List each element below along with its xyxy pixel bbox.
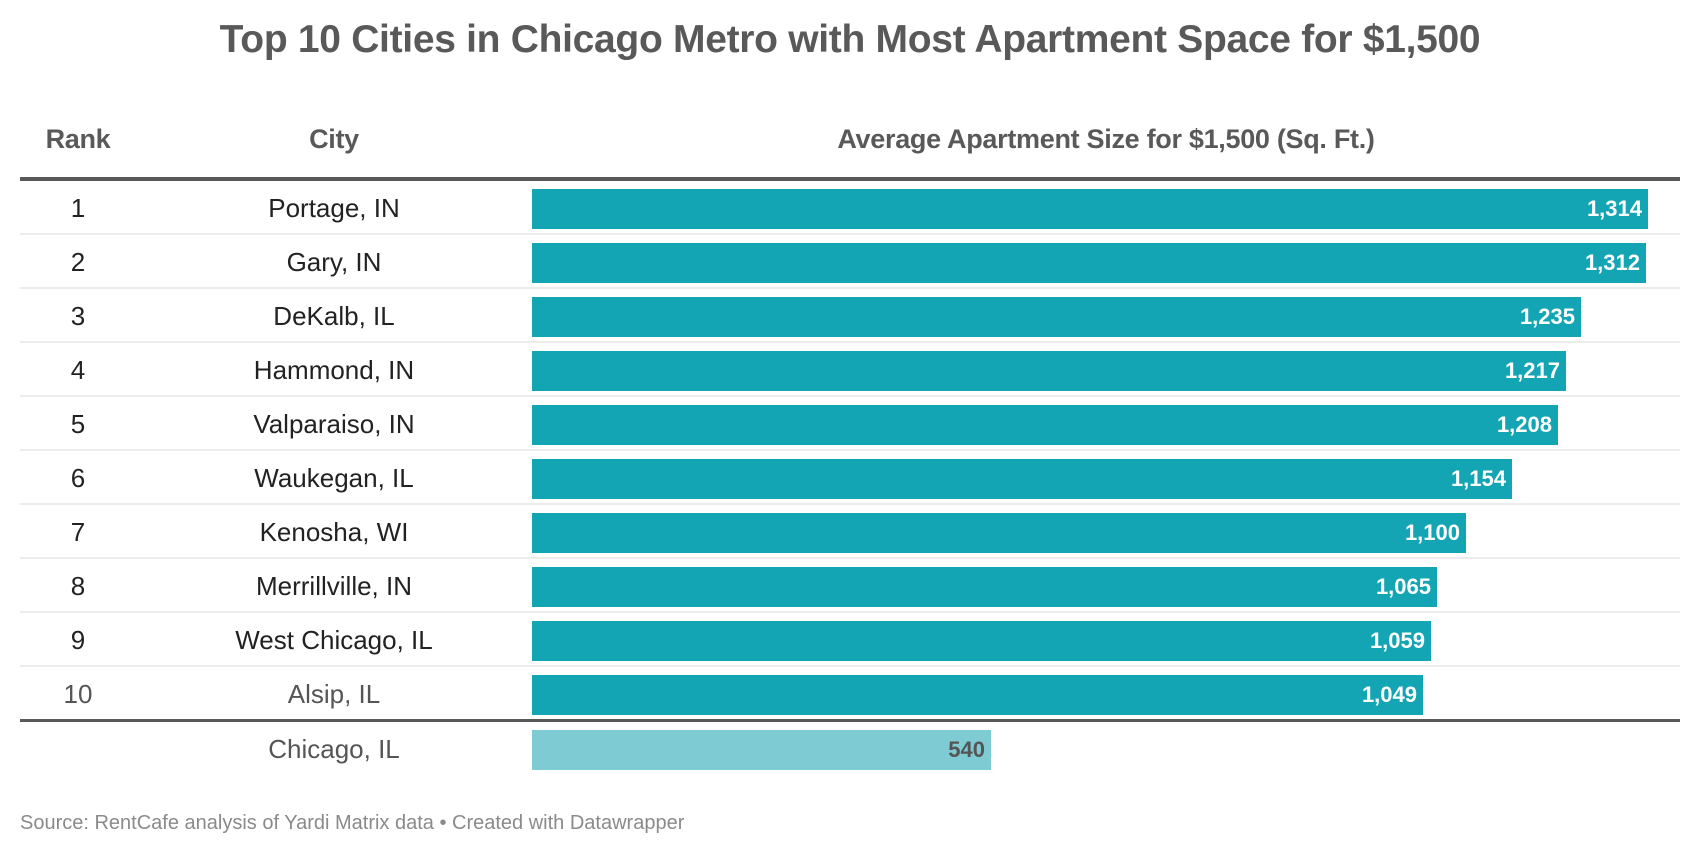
table-row: 2 Gary, IN 1,312 — [20, 235, 1680, 289]
bar: 1,059 — [532, 621, 1431, 661]
rank-cell: 9 — [70, 625, 86, 655]
table-row: 5 Valparaiso, IN 1,208 — [20, 397, 1680, 451]
bar: 1,100 — [532, 513, 1466, 553]
chart-title: Top 10 Cities in Chicago Metro with Most… — [219, 18, 1481, 61]
table-row: 9 West Chicago, IL 1,059 — [20, 613, 1680, 667]
rank-cell: 5 — [70, 409, 86, 439]
reference-bar: 540 — [532, 730, 991, 770]
bar-value-label: 1,049 — [1361, 682, 1417, 707]
reference-row: Chicago, IL 540 — [20, 722, 1680, 776]
rank-cell: 1 — [70, 193, 86, 223]
rank-cell — [20, 722, 136, 776]
city-cell: Valparaiso, IN — [253, 409, 415, 439]
table-row: 4 Hammond, IN 1,217 — [20, 343, 1680, 397]
city-cell: Gary, IN — [286, 247, 382, 277]
rank-cell: 8 — [70, 571, 86, 601]
rank-cell: 6 — [70, 463, 86, 493]
reference-divider — [20, 719, 1680, 722]
bar-value-label: 1,312 — [1584, 250, 1640, 275]
row-separator — [20, 233, 1680, 235]
rank-cell: 7 — [70, 517, 86, 547]
bar-value-label: 1,059 — [1369, 628, 1425, 653]
column-header-city: City — [309, 124, 359, 154]
row-separator — [20, 665, 1680, 667]
table-row: 6 Waukegan, IL 1,154 — [20, 451, 1680, 505]
bar-value-label: 1,065 — [1375, 574, 1431, 599]
city-cell: Waukegan, IL — [254, 463, 414, 493]
bar: 1,208 — [532, 405, 1558, 445]
table-row: 1 Portage, IN 1,314 — [20, 181, 1680, 235]
bar-value-label: 1,154 — [1450, 466, 1506, 491]
city-cell: Merrillville, IN — [256, 571, 412, 601]
bar-value-label: 1,235 — [1519, 304, 1575, 329]
row-separator — [20, 557, 1680, 559]
row-separator — [20, 341, 1680, 343]
rank-cell: 2 — [70, 247, 86, 277]
row-separator — [20, 503, 1680, 505]
table-row: 7 Kenosha, WI 1,100 — [20, 505, 1680, 559]
city-cell: Chicago, IL — [268, 734, 400, 764]
bar: 1,049 — [532, 675, 1423, 715]
header-divider — [20, 177, 1680, 181]
bar: 1,154 — [532, 459, 1512, 499]
bar-value-label: 1,217 — [1504, 358, 1560, 383]
bar: 1,235 — [532, 297, 1581, 337]
city-cell: West Chicago, IL — [235, 625, 433, 655]
table-row: 8 Merrillville, IN 1,065 — [20, 559, 1680, 613]
city-cell: Kenosha, WI — [259, 517, 409, 547]
row-separator — [20, 287, 1680, 289]
city-cell: Alsip, IL — [287, 679, 381, 709]
rank-cell: 4 — [70, 355, 86, 385]
row-separator — [20, 395, 1680, 397]
table-row: 3 DeKalb, IL 1,235 — [20, 289, 1680, 343]
bar: 1,314 — [532, 189, 1648, 229]
column-header-rank: Rank — [45, 124, 111, 154]
rank-cell: 10 — [63, 679, 93, 709]
table-row: 10 Alsip, IL 1,049 — [20, 667, 1680, 721]
city-cell: Hammond, IN — [253, 355, 415, 385]
city-cell: DeKalb, IL — [273, 301, 395, 331]
row-separator — [20, 449, 1680, 451]
bar: 1,312 — [532, 243, 1646, 283]
bar: 1,217 — [532, 351, 1566, 391]
row-separator — [20, 611, 1680, 613]
city-cell: Portage, IN — [268, 193, 400, 223]
column-header-apartment-size: Average Apartment Size for $1,500 (Sq. F… — [837, 124, 1375, 154]
bar: 1,065 — [532, 567, 1437, 607]
rank-cell: 3 — [70, 301, 86, 331]
bar-value-label: 1,314 — [1586, 196, 1642, 221]
bar-value-label: 1,100 — [1404, 520, 1460, 545]
bar-value-label: 1,208 — [1496, 412, 1552, 437]
bar-value-label: 540 — [948, 737, 985, 762]
source-footer: Source: RentCafe analysis of Yardi Matri… — [20, 812, 685, 834]
